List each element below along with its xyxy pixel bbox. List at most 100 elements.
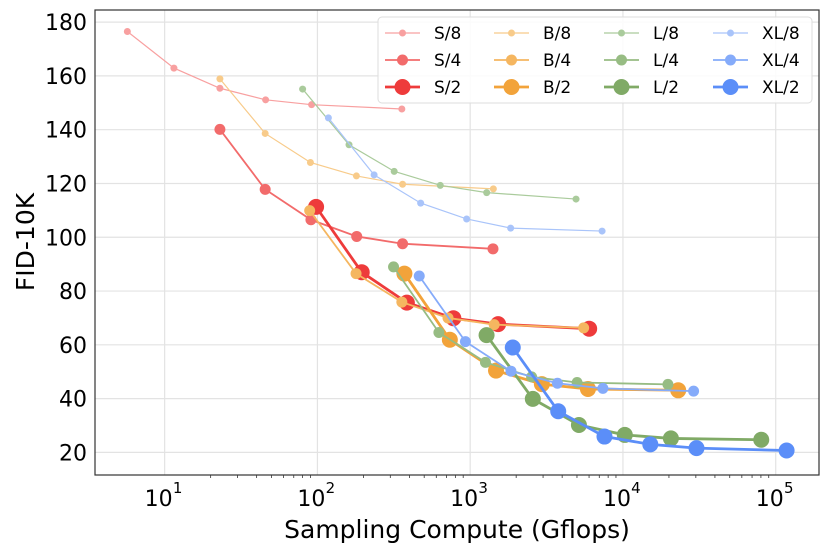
legend-box (377, 16, 813, 104)
x-tick-label: 10 4 (603, 479, 641, 512)
legend-entry: XL/2 (713, 78, 800, 98)
legend-marker (506, 54, 517, 66)
plot-frame (94, 9, 820, 476)
data-point (483, 189, 491, 197)
series-s-4 (214, 123, 499, 255)
x-tick-exponent: 5 (784, 479, 794, 497)
legend: S/8 S/4 S/2 B/8 B/4 B/2 L/8 L/4 L/2 XL/8 XL/4 XL/2 (377, 16, 813, 104)
data-point (596, 428, 613, 445)
data-point (459, 336, 471, 348)
data-point (524, 390, 541, 407)
data-point (216, 84, 224, 92)
legend-label: L/8 (653, 24, 679, 44)
x-tick-base: 10 (145, 487, 173, 512)
x-axis: 10 1 10 2 10 3 10 4 10 5 (145, 475, 794, 512)
legend-marker (722, 79, 739, 95)
legend-marker (394, 79, 411, 95)
legend-entry: XL/4 (713, 51, 800, 71)
legend-label: S/2 (434, 78, 461, 98)
data-point (259, 183, 271, 195)
data-point (579, 380, 596, 397)
legend-entry: L/2 (604, 78, 679, 98)
data-point (489, 185, 497, 193)
series-line (126, 31, 402, 110)
data-point (572, 195, 580, 203)
x-tick-exponent: 2 (326, 479, 336, 497)
y-tick-label: 180 (45, 11, 87, 36)
data-point (753, 431, 770, 448)
data-point (436, 181, 444, 189)
legend-label: S/4 (434, 51, 461, 71)
x-axis-label: Sampling Compute (Gflops) (284, 515, 630, 544)
data-point (507, 224, 515, 232)
data-point (350, 268, 362, 280)
y-tick-label: 80 (59, 280, 87, 305)
data-point (662, 430, 679, 447)
series-xl-8 (324, 114, 606, 235)
legend-entry: L/4 (604, 51, 679, 71)
legend-marker (399, 29, 406, 37)
x-tick-exponent: 1 (173, 479, 183, 497)
legend-marker (508, 29, 515, 37)
data-point (261, 129, 269, 137)
data-point (598, 227, 606, 235)
legend-marker (618, 29, 625, 37)
legend-entry: B/2 (494, 78, 571, 98)
legend-label: B/4 (543, 51, 571, 71)
data-point (390, 167, 398, 175)
legend-marker (397, 54, 408, 66)
y-tick-label: 60 (59, 334, 87, 359)
y-tick-label: 20 (59, 441, 87, 466)
data-point (397, 238, 409, 250)
x-tick-base: 10 (450, 487, 478, 512)
data-point (642, 436, 659, 453)
data-point (778, 442, 795, 459)
x-tick-label: 10 1 (145, 479, 183, 512)
series-b-8 (216, 75, 497, 193)
data-point (413, 270, 425, 282)
y-tick-label: 40 (59, 388, 87, 413)
series-line (327, 117, 603, 232)
data-point (352, 172, 360, 180)
y-tick-label: 120 (45, 172, 87, 197)
data-point (396, 296, 408, 308)
legend-label: S/8 (434, 24, 461, 44)
series-layer (123, 28, 795, 459)
series-line (219, 128, 494, 250)
data-point (433, 326, 445, 338)
data-point (505, 365, 517, 377)
data-point (550, 403, 567, 420)
legend-entry: S/4 (385, 51, 461, 71)
data-point (170, 64, 178, 72)
data-point (399, 180, 407, 188)
x-tick-exponent: 3 (478, 479, 488, 497)
data-point (306, 158, 314, 166)
data-point (417, 199, 425, 207)
data-point (688, 385, 700, 397)
data-point (262, 96, 270, 104)
series-xl-4 (413, 270, 700, 397)
data-point (478, 327, 495, 344)
legend-label: XL/8 (762, 24, 800, 44)
x-tick-label: 10 5 (756, 479, 794, 512)
legend-marker (613, 79, 630, 95)
data-point (214, 123, 226, 135)
x-tick-base: 10 (297, 487, 325, 512)
series-line (485, 334, 762, 442)
series-xl-2 (504, 339, 795, 459)
data-point (370, 171, 378, 179)
legend-label: B/2 (543, 78, 571, 98)
legend-entry: L/8 (604, 24, 679, 44)
data-point (504, 339, 521, 356)
data-point (304, 205, 316, 217)
data-point (324, 114, 332, 122)
legend-entry: S/2 (385, 78, 461, 98)
series-line (418, 275, 694, 392)
data-point (463, 215, 471, 223)
legend-entry: B/8 (494, 24, 571, 44)
data-point (351, 230, 363, 242)
legend-entry: XL/8 (713, 24, 800, 44)
legend-marker (503, 79, 520, 95)
legend-label: XL/4 (762, 51, 800, 71)
